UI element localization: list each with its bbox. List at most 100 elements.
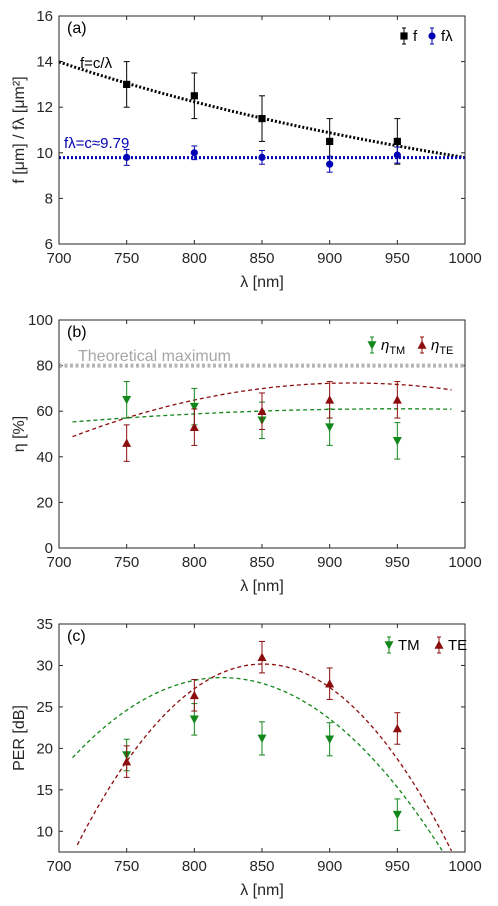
y-tick-label: 20 xyxy=(36,494,53,511)
y-tick-label: 10 xyxy=(36,823,53,840)
data-point-f xyxy=(190,92,198,100)
panel-a-ylabel: f [μm] / fλ [μm²] xyxy=(11,76,28,183)
x-tick-label: 700 xyxy=(46,554,71,571)
x-tick-label: 800 xyxy=(182,858,207,875)
panel-b-xlabel: λ [nm] xyxy=(240,578,284,595)
fit-curve-c-0 xyxy=(72,676,443,851)
y-tick-label: 6 xyxy=(45,236,53,253)
panel-a-fit-label-flambda: fλ=c≈9.79 xyxy=(64,135,129,152)
legend-marker-flambda xyxy=(428,27,436,45)
legend-label-eta-tm: ηTM xyxy=(381,337,405,357)
y-tick-label: 30 xyxy=(36,657,53,674)
y-tick-label: 16 xyxy=(36,8,53,25)
data-point-te xyxy=(325,395,335,404)
data-point-f xyxy=(258,153,266,161)
fit-curve-c-1 xyxy=(76,663,453,852)
data-point-te xyxy=(122,757,132,766)
panel-b-data-points xyxy=(122,381,402,462)
panel-c-xlabel: λ [nm] xyxy=(240,882,284,899)
data-point-te xyxy=(392,723,402,733)
legend-marker-eta-te xyxy=(417,336,427,354)
panel-c-axes-box xyxy=(58,623,466,853)
panel-b-ylabel: η [%] xyxy=(11,416,28,452)
data-point-tm xyxy=(392,437,402,446)
panel-a-ticks: 700 750 800 850 900 950 1000 6 8 10 12 14 16 xyxy=(36,8,481,267)
x-tick-label: 850 xyxy=(249,250,274,267)
x-tick-label: 950 xyxy=(385,250,410,267)
panel-a-fit-label-f: f=c/λ xyxy=(80,55,113,72)
data-point-te xyxy=(189,422,199,431)
legend-label-tm: TM xyxy=(398,637,420,654)
panel-c-label: (c) xyxy=(67,628,86,645)
data-point-f xyxy=(258,115,266,123)
y-tick-label: 25 xyxy=(36,699,53,716)
data-point-tm xyxy=(257,734,267,744)
legend-marker-eta-tm xyxy=(367,336,377,354)
panel-a-label: (a) xyxy=(67,20,87,37)
x-tick-label: 800 xyxy=(182,250,207,267)
y-tick-label: 40 xyxy=(36,449,53,466)
panel-c-data-points xyxy=(122,640,402,831)
data-point-f xyxy=(123,80,131,88)
x-tick-label: 850 xyxy=(249,554,274,571)
panel-b-theoretical-maximum-label: Theoretical maximum xyxy=(78,348,231,365)
legend-marker-shape xyxy=(434,640,444,649)
legend-label-f: f xyxy=(413,28,418,45)
data-point-te xyxy=(257,652,267,661)
x-tick-label: 900 xyxy=(317,858,342,875)
legend-label-eta-te: ηTE xyxy=(431,337,453,357)
fit-curve-b-1 xyxy=(72,382,452,438)
x-tick-label: 850 xyxy=(249,858,274,875)
panel-a: 700 750 800 850 900 950 1000 6 8 10 12 14 16 (a) f=c… xyxy=(11,8,482,291)
panel-c-ylabel: PER [dB] xyxy=(11,705,28,771)
x-tick-label: 750 xyxy=(114,554,139,571)
y-tick-label: 15 xyxy=(36,782,53,799)
data-point-te xyxy=(392,395,402,404)
legend-label-flambda: fλ xyxy=(441,28,453,45)
x-tick-label: 700 xyxy=(46,250,71,267)
y-tick-label: 10 xyxy=(36,145,53,162)
data-point-tm xyxy=(392,810,402,820)
legend-marker-shape xyxy=(428,32,436,40)
data-point-f xyxy=(393,151,401,159)
data-point-tm xyxy=(122,396,132,405)
data-point-f xyxy=(326,137,334,145)
legend-marker-shape xyxy=(367,341,377,350)
panel-b-legend: ηTM ηTE xyxy=(367,336,453,357)
legend-marker-f xyxy=(400,27,408,45)
y-tick-label: 100 xyxy=(28,312,53,329)
legend-marker-te xyxy=(434,636,444,654)
data-point-f xyxy=(123,153,131,161)
x-tick-label: 1000 xyxy=(448,858,481,875)
y-tick-label: 60 xyxy=(36,403,53,420)
y-tick-label: 20 xyxy=(36,740,53,757)
data-point-tm xyxy=(189,402,199,412)
panel-c-ticks: 700 750 800 850 900 950 1000 10 15 20 25 30 35 xyxy=(36,616,481,875)
data-point-te xyxy=(122,438,132,447)
data-point-te xyxy=(189,690,199,700)
panel-a-legend: f fλ xyxy=(400,27,453,45)
panel-a-axes-box xyxy=(58,15,466,245)
x-tick-label: 1000 xyxy=(448,554,481,571)
panel-c-fit-curves xyxy=(72,663,453,852)
x-tick-label: 950 xyxy=(385,554,410,571)
panel-c-legend: TM TE xyxy=(384,636,467,654)
legend-marker-shape xyxy=(417,340,427,349)
y-tick-label: 35 xyxy=(36,616,53,633)
x-tick-label: 800 xyxy=(182,554,207,571)
panel-b: 700 750 800 850 900 950 1000 0 20 40 60 80 100 (b) T… xyxy=(11,312,482,595)
data-point-f xyxy=(393,137,401,145)
legend-label-te: TE xyxy=(448,637,467,654)
y-tick-label: 14 xyxy=(36,54,53,71)
data-point-tm xyxy=(325,423,335,432)
panel-a-data-points xyxy=(123,61,401,173)
panel-a-xlabel: λ [nm] xyxy=(240,274,284,291)
data-point-f xyxy=(190,149,198,157)
data-point-f xyxy=(326,160,334,168)
data-point-tm xyxy=(189,715,199,724)
x-tick-label: 700 xyxy=(46,858,71,875)
x-tick-label: 750 xyxy=(114,858,139,875)
panel-b-axes-box xyxy=(58,319,466,549)
x-tick-label: 750 xyxy=(114,250,139,267)
